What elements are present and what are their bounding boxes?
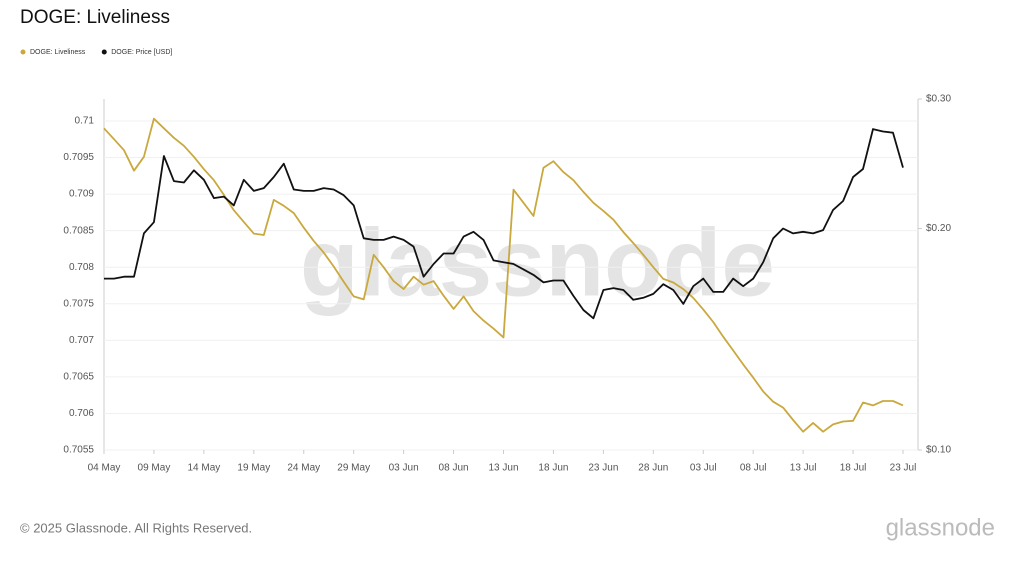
x-tick-label: 23 Jul: [890, 463, 917, 474]
footer: © 2025 Glassnode. All Rights Reserved.: [20, 520, 252, 535]
y-tick-label: 0.709: [69, 189, 94, 200]
x-tick-label: 18 Jul: [840, 463, 867, 474]
legend-label: DOGE: Price [USD]: [111, 49, 172, 56]
y-tick-label: 0.707: [69, 335, 94, 346]
y-tick-label: 0.7075: [63, 298, 94, 309]
x-tick-label: 03 Jul: [690, 463, 717, 474]
x-tick-label: 14 May: [187, 463, 220, 474]
x-tick-label: 08 Jun: [439, 463, 469, 474]
series-line: [104, 128, 904, 320]
legend-marker: [101, 49, 107, 55]
y-tick-label: 0.71: [75, 116, 95, 127]
x-tick-label: 08 Jul: [740, 463, 767, 474]
y2-tick-label: $0.10: [926, 445, 951, 456]
y-tick-label: 0.708: [69, 262, 94, 273]
x-tick-label: 29 May: [337, 463, 370, 474]
x-tick-label: 04 May: [88, 463, 121, 474]
y-tick-label: 0.7065: [63, 372, 94, 383]
y2-tick-label: $0.20: [926, 223, 951, 234]
chart-title: DOGE: Liveliness: [20, 7, 170, 28]
x-tick-label: 23 Jun: [588, 463, 618, 474]
x-tick-label: 28 Jun: [638, 463, 668, 474]
x-tick-label: 19 May: [237, 463, 270, 474]
x-tick-label: 24 May: [287, 463, 320, 474]
y-tick-label: 0.706: [69, 408, 94, 419]
y2-tick-label: $0.30: [926, 94, 951, 105]
series-line: [103, 117, 904, 433]
y-tick-label: 0.7055: [63, 445, 94, 456]
legend-label: DOGE: Liveliness: [30, 49, 86, 56]
y-tick-label: 0.7085: [63, 225, 94, 236]
x-tick-label: 18 Jun: [538, 463, 568, 474]
x-tick-label: 03 Jun: [389, 463, 419, 474]
logo: glassnode: [886, 514, 995, 541]
x-tick-label: 13 Jun: [488, 463, 518, 474]
y-tick-label: 0.7095: [63, 152, 94, 163]
x-tick-label: 09 May: [138, 463, 171, 474]
x-tick-label: 13 Jul: [790, 463, 817, 474]
legend-marker: [20, 49, 26, 55]
